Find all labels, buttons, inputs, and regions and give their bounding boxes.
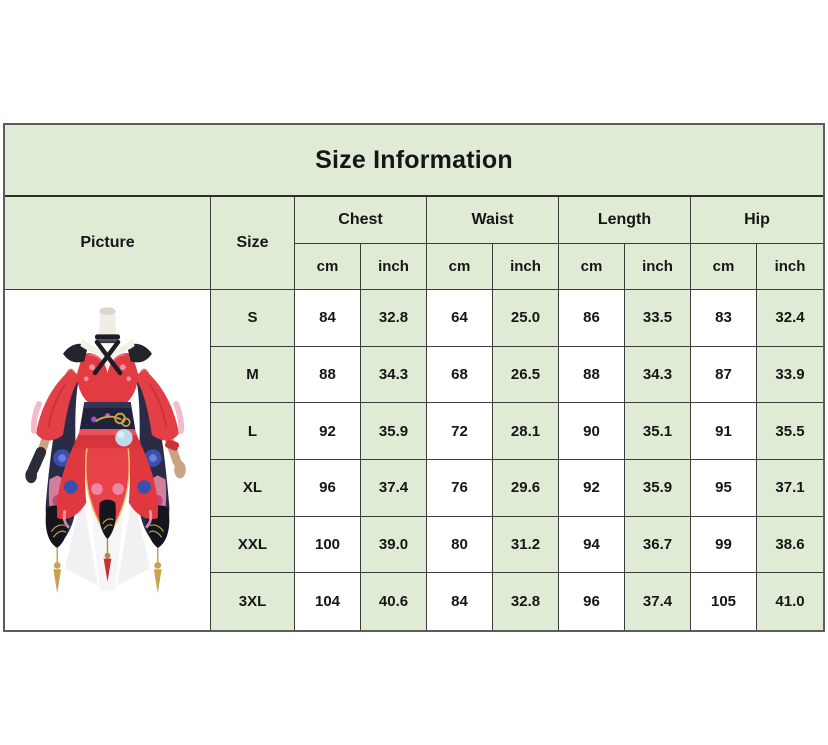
size-cell: XL [211,460,295,517]
unit-header-chest-inch: inch [361,244,427,290]
length-inch-cell: 37.4 [625,573,691,630]
unit-header-length-inch: inch [625,244,691,290]
size-cell: XXL [211,516,295,574]
waist-inch-cell: 26.5 [493,346,559,404]
length-inch-cell: 34.3 [625,346,691,404]
chest-cm-cell: 104 [295,573,361,630]
hip-inch-cell: 38.6 [757,516,823,574]
waist-inch-cell: 28.1 [493,403,559,460]
column-header-length: Length [559,197,691,244]
waist-cm-cell: 76 [427,460,493,517]
length-inch-cell: 35.1 [625,403,691,460]
waist-cm-cell: 80 [427,516,493,574]
waist-inch-cell: 32.8 [493,573,559,630]
hip-cm-cell: 95 [691,460,757,517]
waist-inch-cell: 29.6 [493,460,559,517]
length-cm-cell: 86 [559,290,625,347]
hip-inch-cell: 37.1 [757,460,823,517]
size-cell: S [211,290,295,347]
hip-inch-cell: 35.5 [757,403,823,460]
column-header-waist: Waist [427,197,559,244]
size-cell: L [211,403,295,460]
hip-inch-cell: 33.9 [757,346,823,404]
chest-cm-cell: 96 [295,460,361,517]
unit-header-waist-inch: inch [493,244,559,290]
size-information-table: Size Information Picture Size Chest Wais… [3,123,825,632]
length-cm-cell: 92 [559,460,625,517]
size-cell: M [211,346,295,404]
chest-cm-cell: 100 [295,516,361,574]
length-cm-cell: 94 [559,516,625,574]
column-header-picture: Picture [5,197,211,290]
length-inch-cell: 33.5 [625,290,691,347]
hip-inch-cell: 32.4 [757,290,823,347]
unit-header-waist-cm: cm [427,244,493,290]
hip-cm-cell: 87 [691,346,757,404]
waist-cm-cell: 68 [427,346,493,404]
length-inch-cell: 35.9 [625,460,691,517]
length-cm-cell: 88 [559,346,625,404]
length-inch-cell: 36.7 [625,516,691,574]
waist-inch-cell: 25.0 [493,290,559,347]
size-cell: 3XL [211,573,295,630]
waist-cm-cell: 84 [427,573,493,630]
waist-inch-cell: 31.2 [493,516,559,574]
hip-cm-cell: 83 [691,290,757,347]
waist-cm-cell: 72 [427,403,493,460]
chest-inch-cell: 37.4 [361,460,427,517]
chest-inch-cell: 35.9 [361,403,427,460]
waist-cm-cell: 64 [427,290,493,347]
hip-cm-cell: 105 [691,573,757,630]
unit-header-length-cm: cm [559,244,625,290]
length-cm-cell: 90 [559,403,625,460]
column-header-chest: Chest [295,197,427,244]
column-header-hip: Hip [691,197,823,244]
chest-cm-cell: 84 [295,290,361,347]
chest-cm-cell: 92 [295,403,361,460]
chest-inch-cell: 32.8 [361,290,427,347]
unit-header-hip-inch: inch [757,244,823,290]
hip-inch-cell: 41.0 [757,573,823,630]
hip-cm-cell: 99 [691,516,757,574]
chest-inch-cell: 34.3 [361,346,427,404]
chest-inch-cell: 40.6 [361,573,427,630]
length-cm-cell: 96 [559,573,625,630]
costume-photo [25,307,186,594]
unit-header-hip-cm: cm [691,244,757,290]
unit-header-chest-cm: cm [295,244,361,290]
hip-cm-cell: 91 [691,403,757,460]
product-picture-cell [5,290,211,630]
table-title: Size Information [5,125,823,197]
column-header-size: Size [211,197,295,290]
chest-cm-cell: 88 [295,346,361,404]
chest-inch-cell: 39.0 [361,516,427,574]
